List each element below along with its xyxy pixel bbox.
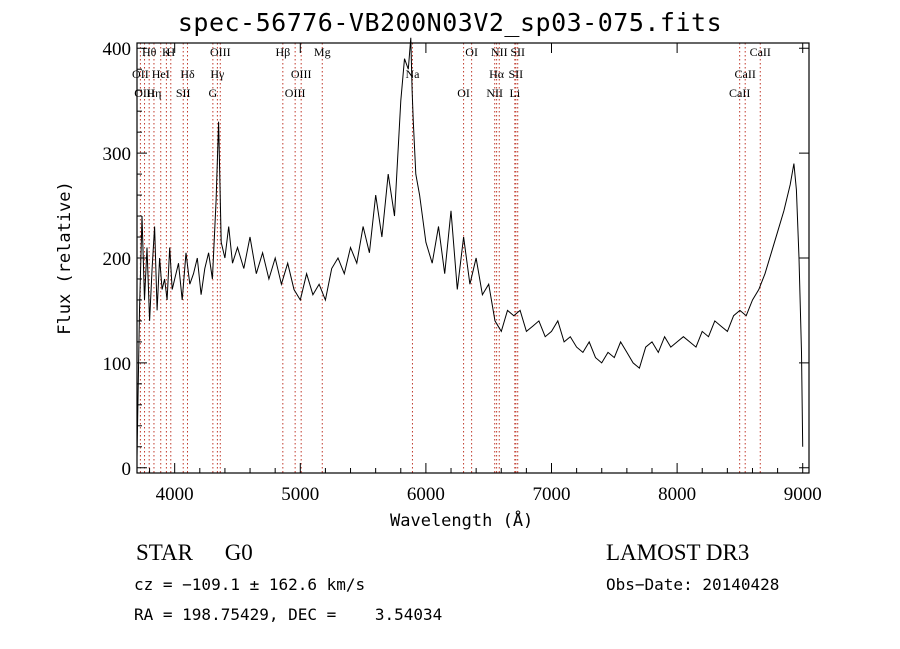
x-axis-ticks: 4000 5000 6000 7000 8000 9000 [149, 43, 822, 505]
line-marker-label: CaII [750, 45, 771, 59]
spectrum-line [136, 37, 804, 458]
line-marker-label: OIII [291, 67, 312, 81]
line-marker-label: Li [509, 86, 520, 100]
line-marker-label: H [166, 45, 175, 59]
line-marker-label: OIII [210, 45, 231, 59]
line-marker-label: Hη [146, 86, 161, 100]
x-tick-label: 6000 [407, 484, 445, 505]
line-marker-label: Hγ [210, 67, 225, 81]
line-marker-label: NII [486, 86, 503, 100]
line-marker-label: OII [132, 67, 149, 81]
line-marker-label: Hδ [180, 67, 195, 81]
line-marker-label: Hβ [275, 45, 290, 59]
y-tick-label: 400 [103, 39, 132, 60]
y-tick-label: 300 [103, 144, 132, 165]
survey-label: LAMOST DR3 [606, 540, 750, 565]
line-marker-label: CaII [729, 86, 750, 100]
line-marker-label: SII [508, 67, 523, 81]
line-marker-label: G [209, 86, 218, 100]
star-class-label: STAR G0 [136, 540, 253, 565]
line-marker-label: Na [405, 67, 420, 81]
line-marker-label: K [162, 45, 171, 59]
plot-frame [136, 42, 810, 474]
obs-date-label: Obs−Date: 20140428 [606, 575, 780, 594]
x-axis-label: Wavelength (Å) [390, 511, 534, 531]
line-marker-label: Hθ [142, 45, 157, 59]
y-tick-label: 200 [103, 249, 132, 270]
chart-title: spec-56776-VB200N03V2_sp03-075.fits [177, 8, 723, 37]
line-marker-label: NII [491, 45, 508, 59]
coordinates-label: RA = 198.75429, DEC = 3.54034 [134, 605, 443, 624]
line-marker-label: Mg [314, 45, 331, 59]
line-marker-label: OI [465, 45, 478, 59]
x-tick-label: 8000 [658, 484, 696, 505]
x-tick-label: 7000 [533, 484, 571, 505]
y-tick-label: 0 [122, 459, 132, 480]
line-marker-label: CaII [735, 67, 756, 81]
line-marker-label: SII [176, 86, 191, 100]
x-tick-label: 9000 [784, 484, 822, 505]
line-marker-label: OIII [134, 86, 155, 100]
line-marker-label: Hα [489, 67, 505, 81]
x-tick-label: 5000 [281, 484, 319, 505]
y-tick-label: 100 [103, 354, 132, 375]
line-marker-label: OI [457, 86, 470, 100]
line-marker-label: SII [510, 45, 525, 59]
line-marker-label: OIII [285, 86, 306, 100]
y-axis-ticks: 0 100 200 300 400 [103, 39, 809, 480]
line-marker-label: HeI [152, 67, 170, 81]
x-tick-label: 4000 [156, 484, 194, 505]
redshift-label: cz = −109.1 ± 162.6 km/s [134, 575, 366, 594]
line-marker-labels: HθOIIOIIIKHeIHηHHδSIIOIIIHγGHβOIIIOIIIMg… [132, 45, 771, 100]
line-markers [139, 43, 761, 473]
y-axis-label: Flux (relative) [55, 181, 75, 335]
